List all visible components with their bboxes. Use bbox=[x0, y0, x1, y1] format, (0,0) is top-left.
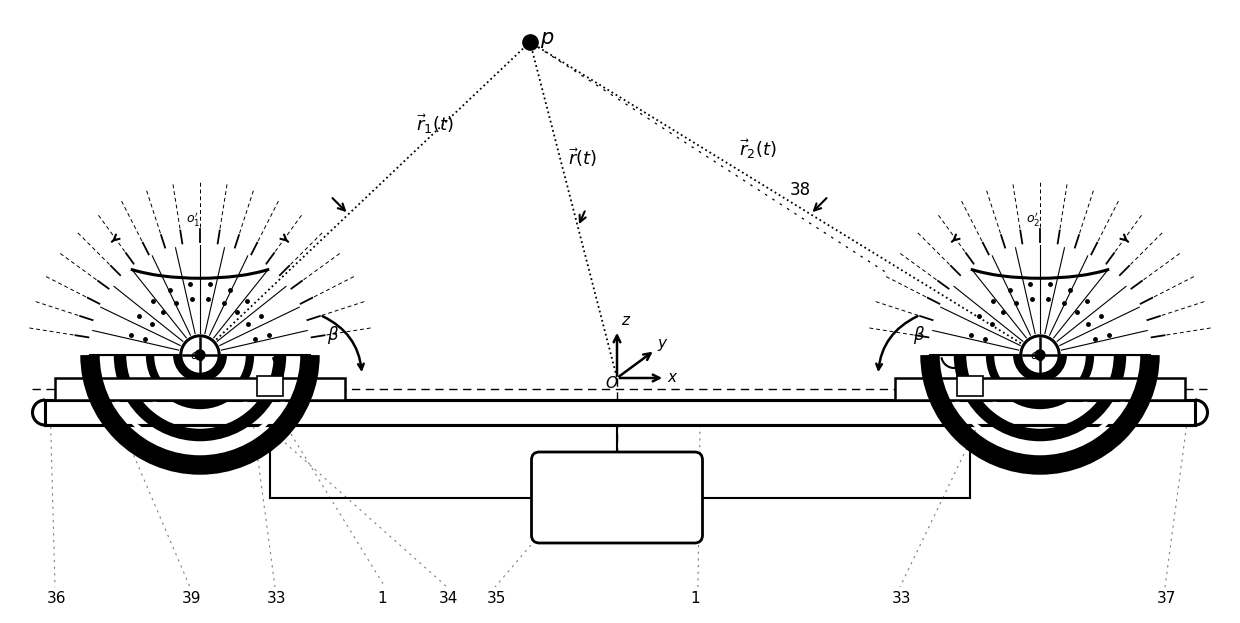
Text: $o_1'$: $o_1'$ bbox=[186, 211, 201, 229]
Text: y: y bbox=[657, 336, 666, 351]
Text: x: x bbox=[667, 370, 676, 385]
Text: O: O bbox=[605, 376, 618, 391]
FancyBboxPatch shape bbox=[532, 452, 703, 543]
Text: 1: 1 bbox=[377, 591, 387, 606]
Text: 37: 37 bbox=[1157, 591, 1177, 606]
Text: $\vec{r}_1(t)$: $\vec{r}_1(t)$ bbox=[415, 112, 454, 136]
Text: $\vec{r}(t)$: $\vec{r}(t)$ bbox=[568, 146, 596, 169]
Bar bbox=[895, 378, 1185, 400]
Text: $o_1$: $o_1$ bbox=[190, 351, 205, 364]
Text: 34: 34 bbox=[439, 591, 459, 606]
Bar bbox=[257, 376, 283, 396]
Text: 38: 38 bbox=[790, 181, 811, 199]
Text: 1: 1 bbox=[689, 591, 699, 606]
Text: $o_2'$: $o_2'$ bbox=[1025, 211, 1040, 229]
Bar bbox=[55, 378, 345, 400]
Text: 36: 36 bbox=[47, 591, 67, 606]
Text: $\beta$: $\beta$ bbox=[327, 324, 339, 346]
Circle shape bbox=[184, 338, 217, 372]
Text: $o_2$: $o_2$ bbox=[1030, 351, 1044, 364]
Circle shape bbox=[195, 350, 205, 360]
Text: $\vec{r}_2(t)$: $\vec{r}_2(t)$ bbox=[739, 137, 776, 161]
Circle shape bbox=[1021, 335, 1060, 375]
Text: 39: 39 bbox=[182, 591, 201, 606]
Circle shape bbox=[1023, 338, 1056, 372]
Text: 33: 33 bbox=[267, 591, 286, 606]
Circle shape bbox=[180, 335, 219, 375]
Text: $\beta$: $\beta$ bbox=[913, 324, 925, 346]
Text: z: z bbox=[621, 313, 629, 328]
Bar bbox=[45, 400, 1195, 425]
Circle shape bbox=[1035, 350, 1045, 360]
Text: 35: 35 bbox=[487, 591, 506, 606]
Text: $p$: $p$ bbox=[539, 30, 554, 50]
Text: 33: 33 bbox=[892, 591, 911, 606]
Bar bbox=[957, 376, 983, 396]
